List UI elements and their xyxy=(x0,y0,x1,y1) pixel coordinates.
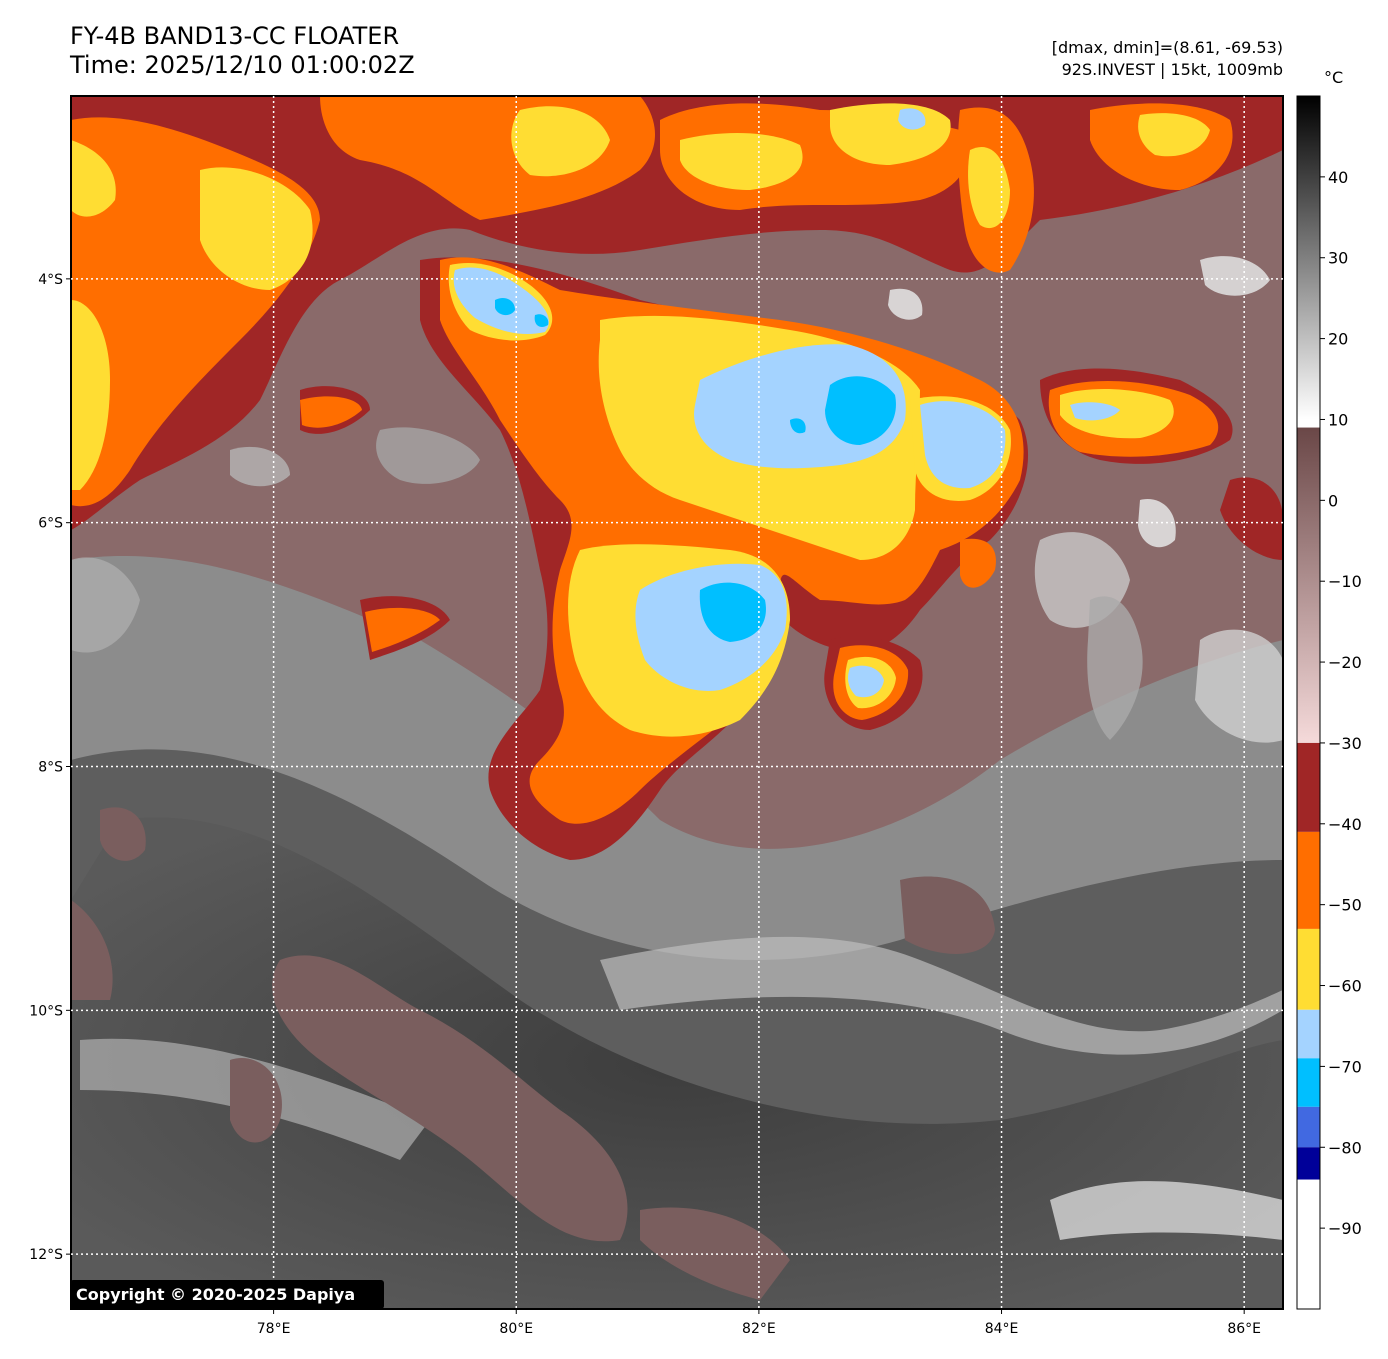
latitude-labels: 4°S 6°S 8°S 10°S 12°S xyxy=(29,272,63,1263)
colorbar-segment xyxy=(1297,742,1320,832)
colorbar-segment xyxy=(1297,928,1320,1010)
colorbar-tick-label: −10 xyxy=(1328,572,1362,591)
colorbar-tick-label: 20 xyxy=(1328,330,1348,349)
colorbar-segment xyxy=(1297,831,1320,929)
colorbar-tick-label: −70 xyxy=(1328,1057,1362,1076)
colorbar-tick-label: −50 xyxy=(1328,896,1362,915)
colorbar-unit: °C xyxy=(1324,68,1344,87)
lon-tick-label: 84°E xyxy=(985,1321,1019,1337)
colorbar-tick-label: 0 xyxy=(1328,491,1338,510)
map-frame xyxy=(70,95,1284,1310)
colorbar-frame xyxy=(1296,95,1321,1310)
lon-tick-label: 78°E xyxy=(257,1321,291,1337)
gridlines xyxy=(66,96,1283,1314)
cloud-imagery xyxy=(71,96,1283,1309)
data-range-readout: [dmax, dmin]=(8.61, -69.53) xyxy=(1051,38,1283,57)
longitude-labels: 78°E 80°E 82°E 84°E 86°E xyxy=(257,1321,1261,1337)
lon-tick-label: 80°E xyxy=(499,1321,533,1337)
colorbar-segment xyxy=(1297,1106,1320,1148)
colorbar-tick-label: −60 xyxy=(1328,977,1362,996)
colorbar-segment xyxy=(1297,96,1320,420)
lat-tick-label: 4°S xyxy=(38,272,63,288)
copyright-text: Copyright © 2020-2025 Dapiya xyxy=(76,1285,355,1304)
colorbar-tick-label: 30 xyxy=(1328,249,1348,268)
colorbar-tick-label: 10 xyxy=(1328,410,1348,429)
colorbar-tick-label: −40 xyxy=(1328,815,1362,834)
copyright-box xyxy=(70,1280,384,1309)
lon-tick-label: 86°E xyxy=(1227,1321,1261,1337)
colorbar-segment xyxy=(1297,427,1320,743)
colorbar-segment xyxy=(1297,1009,1320,1059)
colorbar-tick-label: −90 xyxy=(1328,1219,1362,1238)
lat-tick-label: 10°S xyxy=(29,1003,63,1019)
colorbar-segment xyxy=(1297,1058,1320,1107)
colorbar-tick-label: 40 xyxy=(1328,168,1348,187)
colorbar-segment xyxy=(1297,1179,1320,1309)
storm-info: 92S.INVEST | 15kt, 1009mb xyxy=(1061,60,1283,79)
colorbar: 40 30 20 10 0 −10 −20 −30 −40 −50 −60 −70 −80 −90 xyxy=(1296,95,1362,1310)
colorbar-tick-label: −30 xyxy=(1328,734,1362,753)
colorbar-tick-label: −20 xyxy=(1328,653,1362,672)
lon-tick-label: 82°E xyxy=(742,1321,776,1337)
colorbar-tick-label: −80 xyxy=(1328,1138,1362,1157)
lat-tick-label: 8°S xyxy=(38,760,63,776)
colorbar-segment xyxy=(1297,1147,1320,1180)
lat-tick-label: 12°S xyxy=(29,1247,63,1263)
chart-title: FY-4B BAND13-CC FLOATER xyxy=(70,22,400,50)
timestamp: Time: 2025/12/10 01:00:02Z xyxy=(70,51,415,79)
lat-tick-label: 6°S xyxy=(38,516,63,532)
